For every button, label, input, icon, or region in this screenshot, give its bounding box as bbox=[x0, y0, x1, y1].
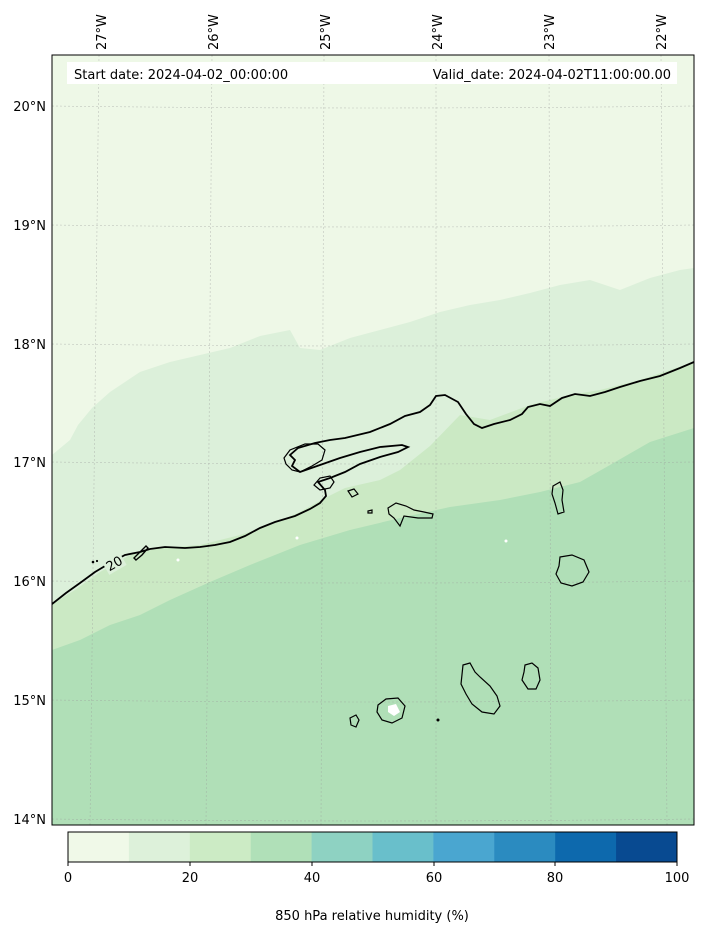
island-sal bbox=[551, 481, 565, 515]
marker-dot bbox=[176, 558, 180, 562]
graticule bbox=[52, 55, 694, 825]
lon-label: 24°W bbox=[431, 14, 446, 50]
colorbar-tick-label: 20 bbox=[182, 871, 199, 886]
colorbar-swatch bbox=[311, 832, 373, 862]
colorbar-frame bbox=[67, 831, 678, 863]
island-brava bbox=[349, 714, 360, 728]
contour-label: 20 bbox=[101, 551, 127, 575]
island-maio bbox=[521, 662, 541, 690]
colorbar-tick-label: 60 bbox=[426, 871, 443, 886]
island-santa-luzia bbox=[347, 488, 359, 498]
colorbar-tick-label: 80 bbox=[547, 871, 564, 886]
colorbar-title: 850 hPa relative humidity (%) bbox=[275, 909, 469, 924]
colorbar-tick-label: 0 bbox=[64, 871, 72, 886]
colorbar-swatch bbox=[128, 832, 191, 862]
colorbar-swatch bbox=[494, 832, 556, 862]
humidity-band-30-40 bbox=[52, 428, 694, 825]
lat-label: 15°N bbox=[13, 694, 46, 709]
lon-label: 22°W bbox=[655, 14, 670, 50]
longitude-labels: 27°W 26°W 25°W 24°W 23°W 22°W bbox=[95, 14, 670, 50]
colorbar-swatch bbox=[616, 832, 678, 862]
lat-label: 16°N bbox=[13, 575, 46, 590]
island-fogo bbox=[376, 697, 406, 724]
islet bbox=[436, 718, 440, 722]
colorbar-ticks bbox=[67, 862, 678, 866]
colorbar-swatch bbox=[250, 832, 313, 862]
start-date-text: Start date: 2024-04-02_00:00:00 bbox=[74, 68, 288, 83]
colorbar: 0 20 40 60 80 100 850 hPa relative humid… bbox=[64, 831, 690, 924]
lon-label: 26°W bbox=[207, 14, 222, 50]
header-box bbox=[67, 62, 677, 84]
lat-label: 20°N bbox=[13, 100, 46, 115]
island-santiago bbox=[460, 662, 501, 715]
colorbar-swatch bbox=[433, 832, 495, 862]
marker-dot bbox=[295, 536, 299, 540]
coastlines bbox=[283, 443, 590, 728]
latitude-labels: 20°N 19°N 18°N 17°N 16°N 15°N 14°N bbox=[13, 100, 46, 828]
colorbar-tick-label: 40 bbox=[304, 871, 321, 886]
contour-dot bbox=[91, 560, 95, 564]
colorbar-swatches bbox=[68, 832, 678, 862]
lon-label: 23°W bbox=[543, 14, 558, 50]
lon-label: 27°W bbox=[95, 14, 110, 50]
colorbar-swatch bbox=[189, 832, 252, 862]
fogo-summit bbox=[388, 704, 400, 716]
map-area: 20 bbox=[52, 55, 694, 825]
marker-dot bbox=[504, 539, 508, 543]
contour-label-text: 20 bbox=[104, 554, 126, 575]
lat-label: 17°N bbox=[13, 456, 46, 471]
island-sao-vicente bbox=[313, 475, 335, 491]
map-frame bbox=[51, 54, 695, 826]
lat-label: 19°N bbox=[13, 219, 46, 234]
island-boa-vista bbox=[555, 554, 590, 587]
island-santo-antao bbox=[283, 443, 326, 473]
lon-label: 25°W bbox=[319, 14, 334, 50]
island-sao-nicolau bbox=[387, 502, 434, 528]
colorbar-swatch bbox=[68, 832, 130, 862]
lat-label: 18°N bbox=[13, 338, 46, 353]
colorbar-swatch bbox=[372, 832, 434, 862]
contour-dot bbox=[95, 559, 99, 563]
colorbar-swatch bbox=[555, 832, 617, 862]
island-raso bbox=[367, 509, 373, 514]
lat-label: 14°N bbox=[13, 813, 46, 828]
colorbar-tick-label: 100 bbox=[665, 871, 690, 886]
valid-date-text: Valid_date: 2024-04-02T11:00:00.00 bbox=[433, 68, 671, 83]
contour-fragment bbox=[133, 545, 149, 561]
